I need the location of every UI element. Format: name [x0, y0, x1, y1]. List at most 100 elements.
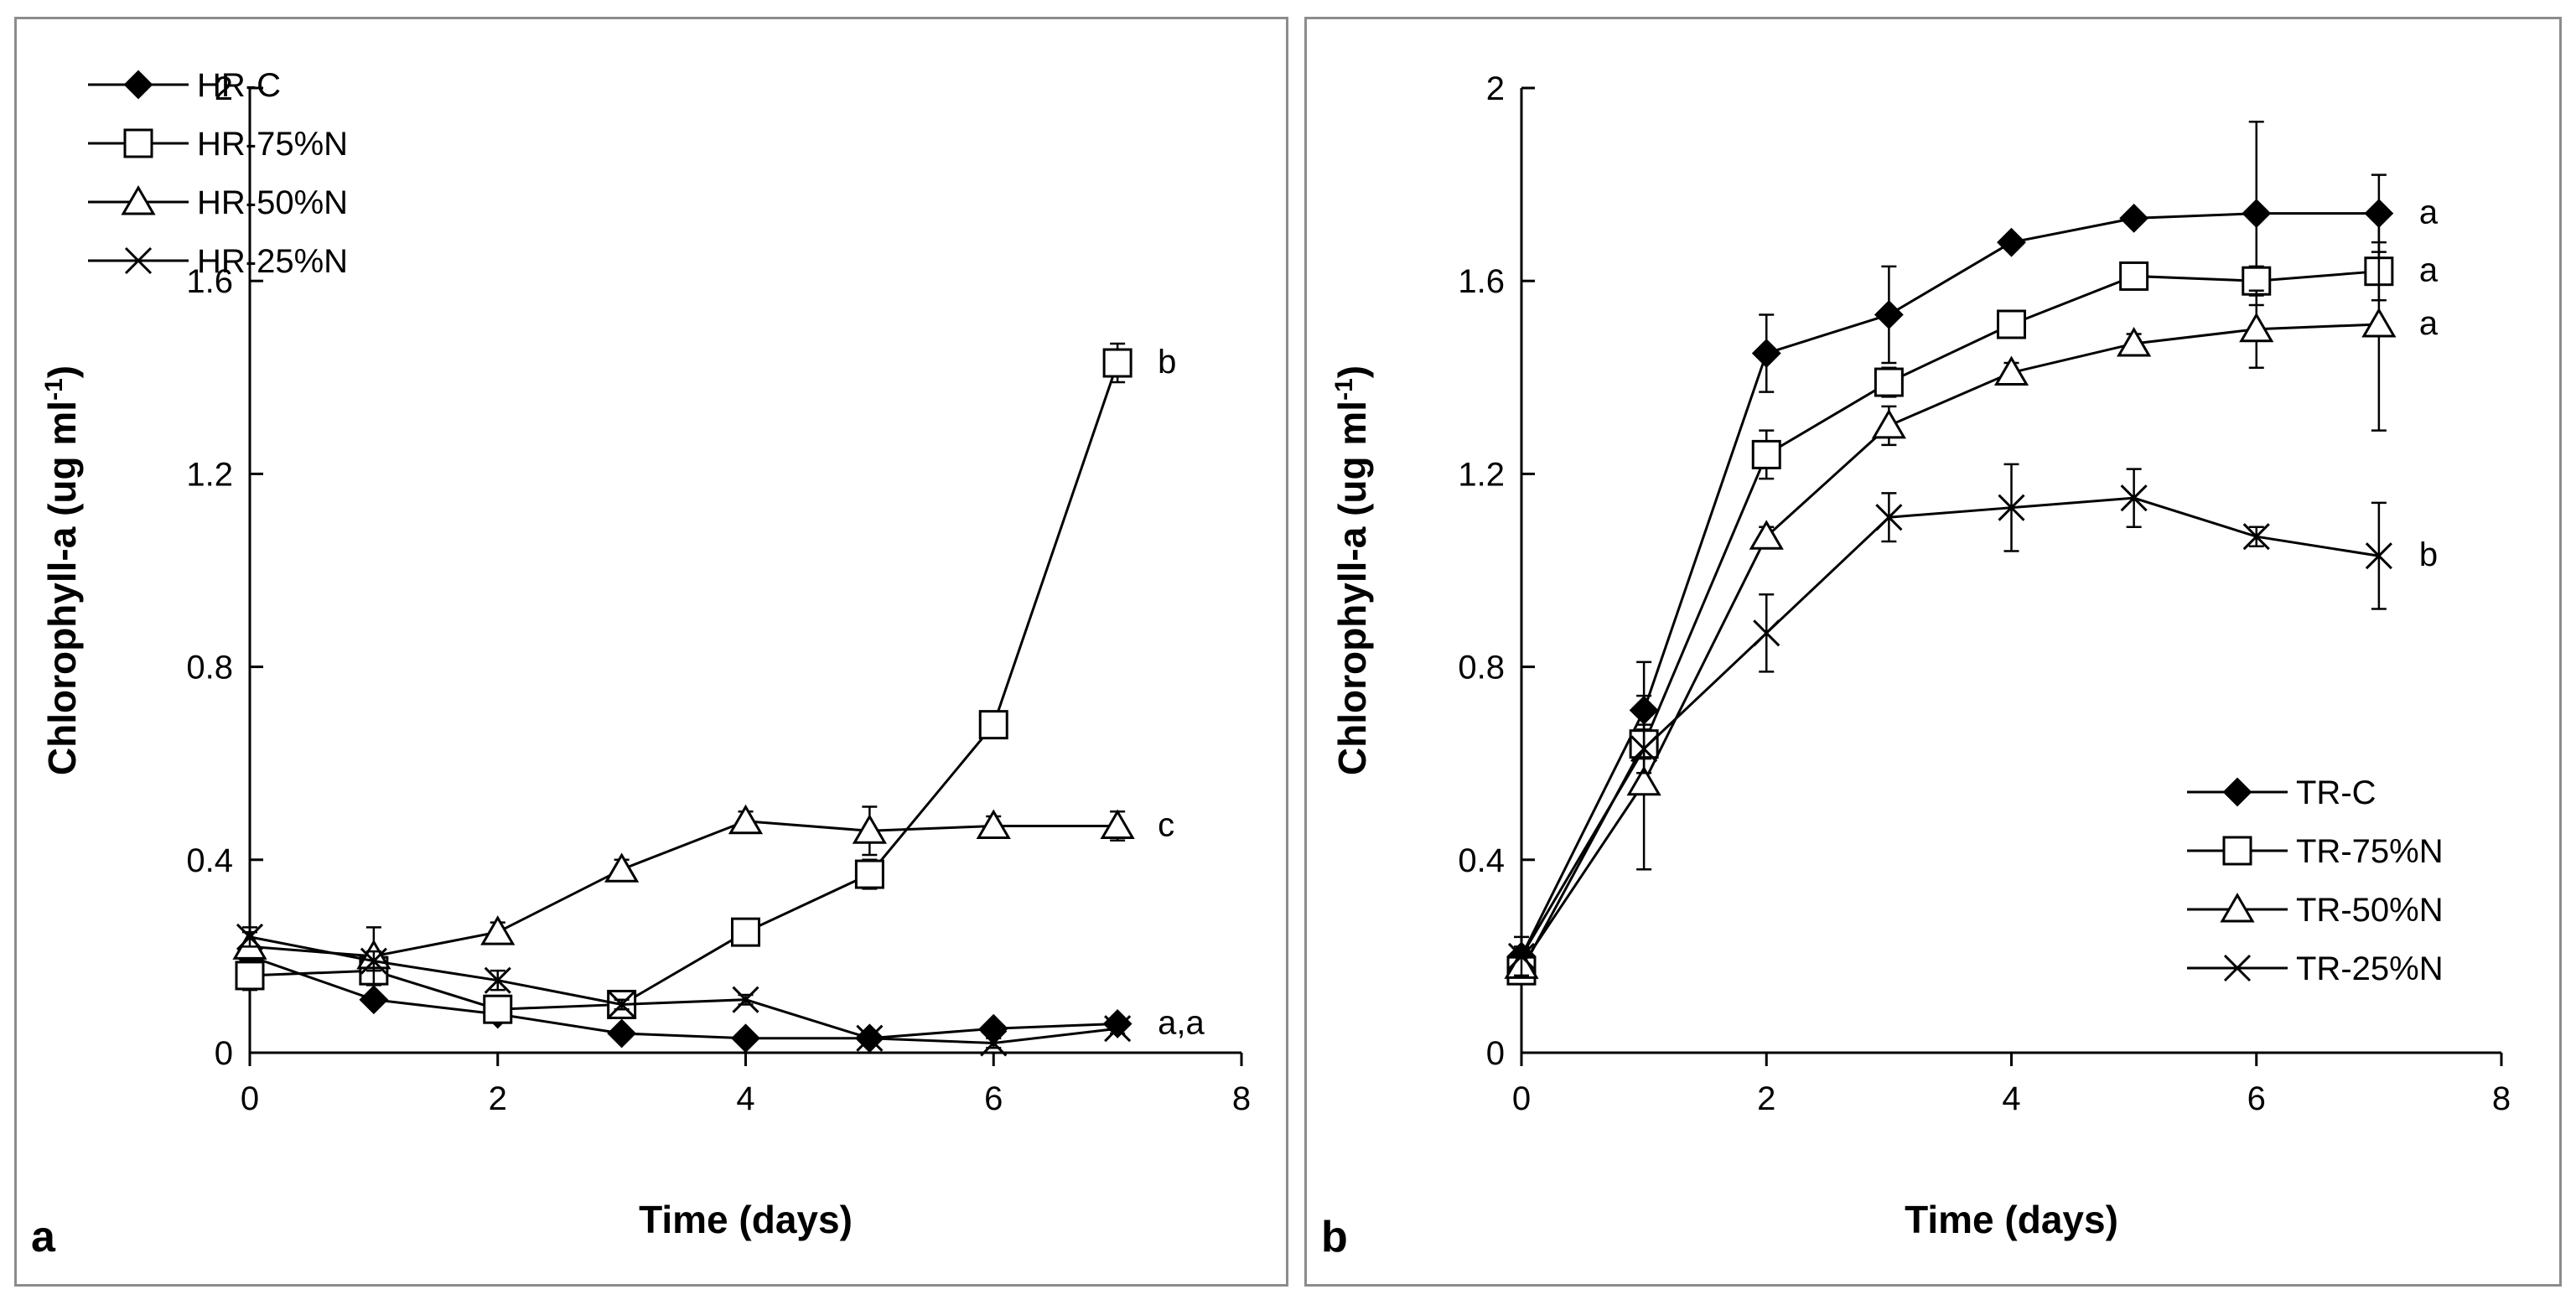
chart-a-series-hr-50pctn-line	[249, 820, 1118, 958]
chart-b-panel-letter: b	[1321, 1213, 1348, 1261]
chart-b-series-tr-25pctn-point-stroke-2	[2120, 484, 2148, 512]
chart-b-legend-item: TR-50%N	[2187, 892, 2444, 929]
chart-a-series-hr-25pctn-point-stroke-2	[856, 1024, 884, 1052]
chart-a-series-hr-25pctn-point	[856, 1024, 884, 1052]
chart-b-series-tr-25pctn-line	[1520, 496, 2380, 957]
chart-b-series-tr-c-point	[1751, 339, 1781, 368]
chart-b-y-tick-label: 1.6	[1458, 263, 1505, 300]
chart-b-legend-marker	[2222, 777, 2252, 807]
chart-a-x-axis-title: Time (days)	[639, 1198, 853, 1241]
chart-a-series-hr-75pctn-point	[731, 917, 760, 947]
chart-a-legend-marker-stroke-2	[124, 246, 153, 275]
chart-b-legend-item: TR-75%N	[2187, 833, 2444, 870]
chart-b-legend-marker	[2222, 836, 2252, 866]
chart-b-series-tr-50pctn-point	[1749, 520, 1784, 550]
chart-a-series-hr-25pctn	[236, 923, 1132, 1057]
chart-b-series-tr-25pctn-point	[2242, 523, 2270, 551]
chart-a-legend-label: HR-75%N	[197, 126, 348, 163]
chart-b-series-tr-25pctn-point-stroke-2	[1875, 504, 1903, 531]
chart-b-series-tr-50pctn-point	[1871, 408, 1906, 439]
chart-a-series-hr-75pctn-point	[854, 859, 884, 889]
chart-b-legend-marker	[2220, 893, 2255, 923]
chart-a-legend-item: HR-25%N	[88, 243, 348, 280]
chart-b-y-axis-title-main: Chlorophyll-a (ug ml	[1330, 401, 1374, 775]
chart-b-annotation: a	[2419, 194, 2439, 231]
chart-b-series-tr-50pctn-line	[1520, 323, 2379, 967]
chart-b-series-tr-25pctn-point-stroke-2	[2365, 542, 2392, 570]
chart-a-series-hr-25pctn-point-stroke-2	[732, 986, 759, 1013]
chart-b-y-axis-title-sup: -1	[1330, 378, 1358, 401]
chart-a-series-hr-50pctn-point	[1100, 809, 1135, 840]
chart-a-series-hr-c-line	[249, 955, 1118, 1040]
chart-a-y-axis-title-close: )	[40, 365, 84, 378]
chart-b-x-tick-label: 0	[1512, 1080, 1531, 1117]
chart-a-series-hr-c-point	[731, 1023, 760, 1054]
chart-panel-b: 0 0.4 0.8 1.2 1.6 2 0 2 4 6 8 Time (days) Chlorophyl…	[1304, 17, 2562, 1287]
chart-a-series-hr-25pctn-line	[249, 935, 1118, 1044]
chart-a-legend-label: HR-25%N	[197, 243, 348, 280]
chart-b-series-tr-25pctn-point	[1875, 504, 1903, 531]
chart-b-series-tr-25pctn-point	[2120, 484, 2148, 512]
chart-b-series-tr-75pctn-point	[1751, 439, 1781, 469]
chart-a-series-hr-50pctn-point	[480, 915, 516, 945]
chart-a-x-tick-label: 0	[241, 1080, 259, 1117]
chart-a-y-axis-title-main: Chlorophyll-a (ug ml	[40, 401, 84, 775]
chart-b-series-tr-25pctn-point	[2365, 542, 2392, 570]
chart-b-y-axis-title-close: )	[1330, 365, 1374, 378]
chart-a-y-tick-label: 2	[215, 70, 233, 107]
chart-a-legend-item: HR-50%N	[88, 184, 348, 221]
chart-a-series-hr-25pctn-point-stroke-2	[980, 1029, 1008, 1057]
chart-a-y-tick-label: 0.8	[186, 650, 233, 686]
chart-a-series-hr-75pctn-line	[249, 362, 1119, 1011]
chart-b-series-tr-25pctn-point	[1998, 494, 2025, 521]
chart-a-series-hr-c-point	[359, 985, 389, 1015]
chart-b-x-tick-label: 6	[2247, 1080, 2266, 1117]
chart-a-legend-item: HR-C	[88, 67, 281, 104]
chart-b-series-tr-c-point	[2119, 203, 2149, 233]
chart-a-legend-marker	[121, 185, 156, 215]
chart-a-y-tick-label: 0.4	[186, 842, 233, 879]
chart-b-series-tr-25pctn-point-stroke-2	[2242, 523, 2270, 551]
chart-a-series-hr-25pctn-point-stroke-2	[1104, 1015, 1132, 1043]
chart-a-y-tick-label: 1.6	[186, 263, 233, 300]
chart-b-series-tr-50pctn-point	[2361, 308, 2397, 338]
chart-a-series-hr-50pctn-point	[728, 804, 764, 835]
chart-a-series-hr-25pctn-point-stroke-2	[360, 947, 387, 975]
chart-a-series-hr-75pctn-point	[235, 961, 265, 991]
chart-a-series-hr-75pctn	[235, 342, 1133, 1024]
chart-b-series-tr-c-point	[2242, 199, 2272, 229]
chart-a-series-hr-25pctn-point-stroke-2	[608, 991, 635, 1018]
chart-b-series-tr-50pctn-point	[1993, 355, 2029, 386]
chart-a-legend-marker	[124, 246, 153, 275]
chart-a-svg: 0 0.4 0.8 1.2 1.6 2 0 2 4 6 8 Time (days) Chlorophyl…	[31, 67, 1251, 1261]
chart-a-series-hr-25pctn-point-stroke-2	[236, 923, 264, 950]
chart-a-y-axis-title-sup: -1	[40, 378, 68, 401]
chart-b-x-tick-label: 4	[2002, 1080, 2020, 1117]
chart-a-annotation: a,a	[1158, 1004, 1205, 1041]
chart-a-series-hr-25pctn-point	[1104, 1015, 1132, 1043]
chart-a-annotation: b	[1158, 344, 1176, 381]
chart-b-legend-marker	[2223, 954, 2252, 982]
chart-b-svg: 0 0.4 0.8 1.2 1.6 2 0 2 4 6 8 Time (days) Chlorophyl…	[1321, 70, 2511, 1261]
chart-panel-a: 0 0.4 0.8 1.2 1.6 2 0 2 4 6 8 Time (days) Chlorophyl…	[14, 17, 1288, 1287]
chart-a-series-hr-25pctn-point	[236, 923, 264, 950]
chart-b-y-tick-label: 2	[1486, 70, 1505, 107]
chart-a-legend-label: HR-C	[197, 67, 281, 104]
chart-a-series-hr-75pctn-point	[483, 994, 513, 1024]
chart-a-x-tick-label: 2	[489, 1080, 507, 1117]
chart-b-series-tr-75pctn-point	[2119, 261, 2149, 291]
chart-a-y-axis-title: Chlorophyll-a (ug ml-1)	[40, 365, 85, 775]
chart-b-series-tr-75pctn-line	[1520, 270, 2379, 971]
chart-a-series-hr-75pctn-point	[978, 710, 1008, 740]
chart-b-legend-label: TR-25%N	[2296, 950, 2444, 987]
chart-b-series-tr-50pctn	[1504, 217, 2397, 979]
chart-b-annotation: a	[2419, 305, 2439, 342]
chart-a-series-hr-25pctn-point	[980, 1029, 1008, 1057]
chart-a-legend-marker	[123, 70, 153, 100]
chart-a-x-tick-label: 8	[1232, 1080, 1251, 1117]
chart-a-series-hr-25pctn-point	[608, 991, 635, 1018]
chart-b-series-tr-75pctn-point	[1874, 367, 1904, 397]
chart-a-series-hr-c-point	[607, 1018, 637, 1049]
chart-a-legend: HR-C HR-75%N HR-50%N HR-25%N	[88, 67, 348, 280]
chart-b-y-tick-label: 0	[1486, 1035, 1505, 1072]
